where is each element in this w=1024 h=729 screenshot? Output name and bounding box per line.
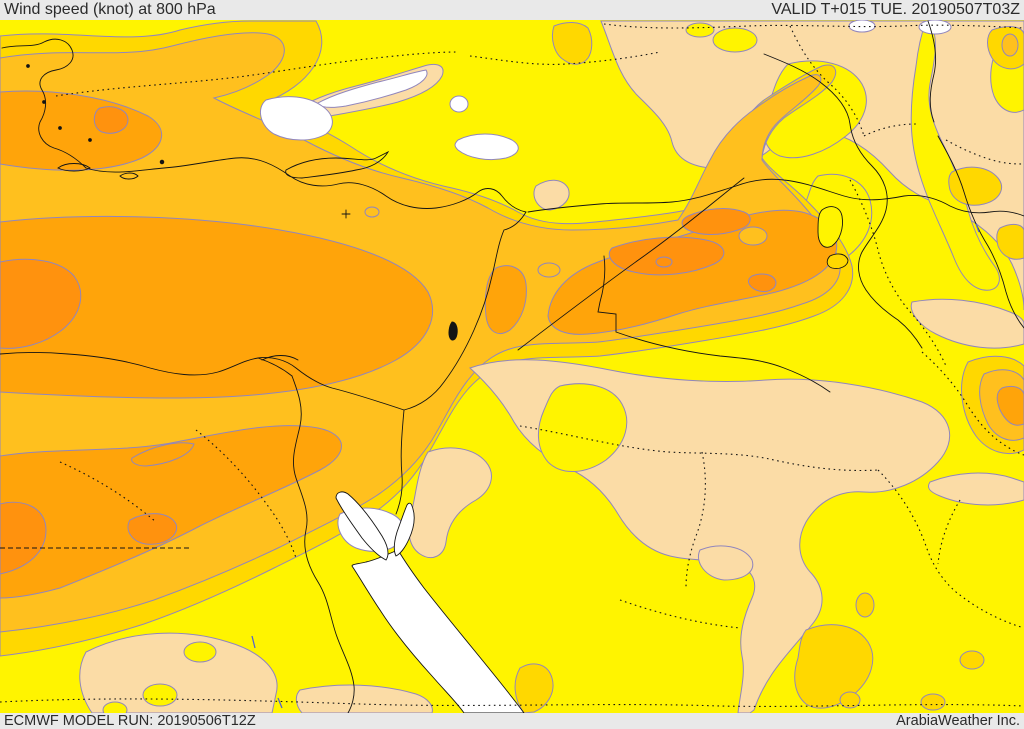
levant-coastline xyxy=(403,211,527,411)
contour-region-yellow-patch xyxy=(685,22,715,38)
island-dot xyxy=(26,64,30,68)
contour-region-deeporange-east-med xyxy=(0,258,82,349)
contour-region-gold-ne-core xyxy=(1001,33,1019,57)
contour-region-calm-white xyxy=(848,20,876,33)
contour-region-calm-white xyxy=(449,95,469,113)
contour-region-deeporange-core xyxy=(608,236,725,276)
contour-region-orange-egypt-band xyxy=(0,425,342,599)
contour-region-yellow-hole xyxy=(183,641,217,663)
contour-region-orange-egypt-sliver xyxy=(131,442,195,467)
contour-region-peach-homs xyxy=(533,179,570,211)
contour-region-gold-oval xyxy=(839,691,861,709)
contour-region-yellow-patch xyxy=(910,20,1000,291)
jordan-iraq-border xyxy=(517,177,745,351)
wadi-mark xyxy=(277,697,283,709)
dotted-border xyxy=(877,469,1024,629)
red-sea xyxy=(351,549,525,713)
contour-region-gold-hole xyxy=(738,226,768,246)
dotted-border xyxy=(937,499,961,565)
contour-region-gold-redsea xyxy=(514,663,554,713)
contour-region-orange-east-med xyxy=(0,215,433,399)
contour-region-deeporange-egypt xyxy=(0,501,47,575)
dotted-borders xyxy=(0,23,1024,707)
header-bar: Wind speed (knot) at 800 hPa VALID T+015… xyxy=(0,0,1024,20)
island-dot xyxy=(42,100,46,104)
wadi-marks xyxy=(251,223,980,709)
footer-bar: ECMWF MODEL RUN: 20190506T12Z ArabiaWeat… xyxy=(0,713,1024,729)
africa-north-coastline xyxy=(0,352,405,411)
cyprus-island xyxy=(285,150,390,179)
dotted-border xyxy=(0,698,1024,707)
island-dot xyxy=(159,159,165,165)
turkey-syria-border xyxy=(527,178,1024,217)
euphrates-river xyxy=(763,53,923,349)
wind-speed-map xyxy=(0,20,1024,713)
nile-river xyxy=(291,375,355,713)
contour-region-deeporange-aegean xyxy=(93,106,129,134)
tigris-river xyxy=(927,20,1024,329)
contour-region-gold-oval xyxy=(855,592,875,618)
lake-habbaniyah xyxy=(826,253,849,269)
turkey-south-coastline xyxy=(85,157,527,213)
coastlines-and-borders xyxy=(0,20,1024,713)
valid-time-label: VALID T+015 TUE. 20190507T03Z xyxy=(771,1,1020,18)
contour-region-peach-saudi-blob xyxy=(698,545,754,581)
contour-region-calm-white xyxy=(315,69,428,108)
contour-region-peach-east-tongue xyxy=(927,472,1024,506)
dotted-border xyxy=(195,429,297,559)
contour-region-yellow-hole xyxy=(102,701,128,713)
model-run-label: ECMWF MODEL RUN: 20190506T12Z xyxy=(4,713,256,729)
dotted-border xyxy=(55,51,459,97)
contour-region-yellow-hole-saudi xyxy=(538,383,628,473)
aegean-coastline xyxy=(1,38,87,169)
dotted-border xyxy=(849,179,947,367)
island-dot xyxy=(58,126,62,130)
contour-region-yellow-hole xyxy=(142,683,178,707)
contour-region-deeporange-egypt xyxy=(127,513,178,545)
lake-tharthar xyxy=(817,206,843,248)
nile-delta xyxy=(257,355,299,377)
contour-region-peach-east-tongue xyxy=(910,298,1024,349)
gulf-of-aqaba xyxy=(393,502,415,557)
contour-region-deeporange-core xyxy=(748,273,777,293)
contour-region-gold-oval xyxy=(959,650,985,670)
contour-region-calm-white xyxy=(259,96,333,141)
island-dot xyxy=(88,138,92,142)
contour-ring xyxy=(364,206,380,218)
dead-sea xyxy=(448,321,458,341)
rhodes-island xyxy=(119,172,139,180)
contour-region-peach-southwest xyxy=(79,632,278,713)
dotted-border xyxy=(59,461,157,523)
contour-region-gold-south-center xyxy=(794,624,874,709)
jordan-saudi-border xyxy=(597,255,831,393)
contour-region-peach-redsea-south xyxy=(295,684,433,713)
water-bodies xyxy=(335,206,849,713)
contour-region-gold-top xyxy=(551,22,593,65)
contour-ring xyxy=(655,256,673,268)
wadi-mark xyxy=(975,223,980,233)
dotted-border xyxy=(685,451,706,589)
map-title: Wind speed (knot) at 800 hPa xyxy=(4,1,216,18)
contour-region-yellow-patch xyxy=(712,27,758,53)
contour-region-calm-white xyxy=(918,20,952,35)
wadi-mark xyxy=(251,635,256,649)
contour-region-gold-oval xyxy=(920,693,946,711)
dotted-border xyxy=(519,425,879,472)
dotted-border xyxy=(945,139,1024,165)
egypt-israel-border xyxy=(395,409,405,515)
contour-region-orange-east-edge xyxy=(996,385,1024,426)
brand-credit: ArabiaWeather Inc. xyxy=(896,713,1020,729)
crete-island xyxy=(57,163,91,172)
gulf-of-suez xyxy=(335,491,389,561)
contour-region-calm-white xyxy=(454,133,519,161)
contour-ring xyxy=(537,262,561,278)
dotted-border xyxy=(789,25,917,137)
dotted-border xyxy=(619,599,741,629)
contour-region-gold-patch xyxy=(948,166,1002,206)
city-marker-cross xyxy=(341,209,351,219)
contour-region-gold-patch xyxy=(996,223,1024,260)
